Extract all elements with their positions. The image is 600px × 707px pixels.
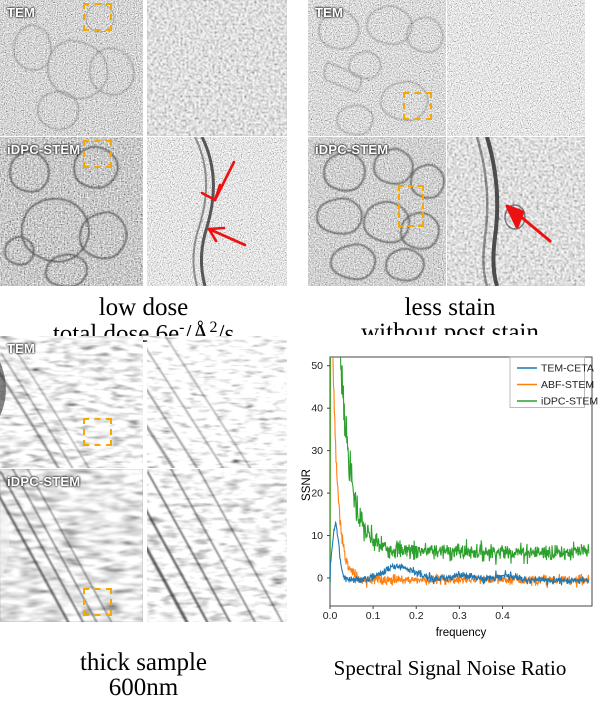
svg-text:10: 10	[311, 530, 323, 542]
svg-text:ABF-STEM: ABF-STEM	[541, 379, 594, 391]
svg-text:0.2: 0.2	[409, 610, 424, 622]
svg-text:30: 30	[311, 445, 323, 457]
svg-text:40: 40	[311, 403, 323, 415]
svg-text:0: 0	[317, 573, 323, 585]
svg-text:TEM-CETA: TEM-CETA	[541, 363, 594, 375]
svg-text:iDPC-STEM: iDPC-STEM	[541, 396, 598, 408]
svg-text:frequency: frequency	[436, 627, 487, 639]
svg-text:0.0: 0.0	[323, 610, 338, 622]
svg-text:20: 20	[311, 488, 323, 500]
svg-text:0.4: 0.4	[495, 610, 510, 622]
svg-text:0.3: 0.3	[452, 610, 467, 622]
svg-text:0.1: 0.1	[366, 610, 381, 622]
svg-text:50: 50	[311, 360, 323, 372]
svg-text:SSNR: SSNR	[301, 469, 313, 501]
